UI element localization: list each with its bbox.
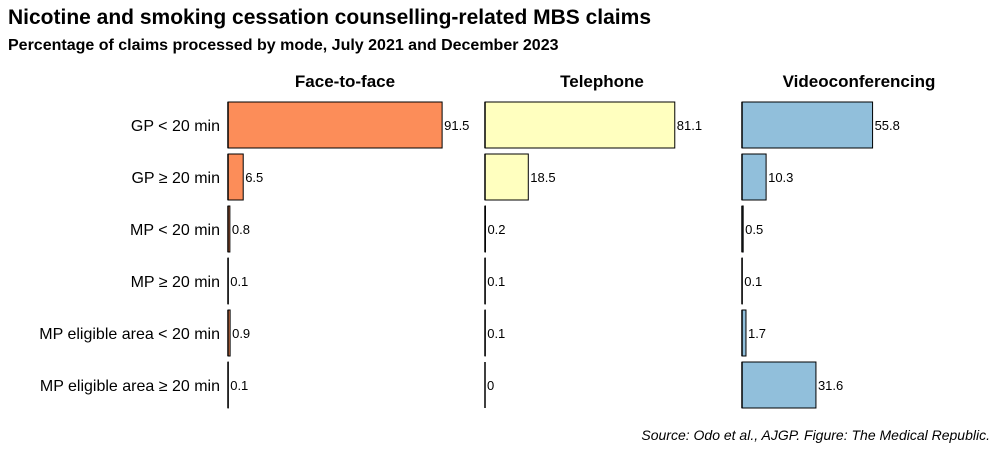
bar-videoconferencing-gp-gte-20-min [741, 153, 767, 201]
data-label-videoconferencing-mp-lt-20-min: 0.5 [745, 222, 763, 237]
bar-telephone-gp-lt-20-min [484, 101, 676, 149]
category-label-mp-gte-20-min: MP ≥ 20 min [131, 274, 220, 291]
data-label-face-to-face-mp-lt-20-min: 0.8 [232, 222, 250, 237]
bar-telephone-gp-gte-20-min [484, 153, 529, 201]
data-label-telephone-mp-eligible-area-lt-20-min: 0.1 [487, 326, 505, 341]
source-note: Source: Odo et al., AJGP. Figure: The Me… [641, 427, 990, 443]
facet-header-telephone: Telephone [560, 72, 644, 91]
facet-header-videoconferencing: Videoconferencing [783, 72, 936, 91]
data-label-videoconferencing-mp-gte-20-min: 0.1 [744, 274, 762, 289]
category-label-mp-eligible-area-lt-20-min: MP eligible area < 20 min [39, 326, 220, 343]
data-label-face-to-face-gp-gte-20-min: 6.5 [245, 170, 263, 185]
data-label-telephone-mp-gte-20-min: 0.1 [487, 274, 505, 289]
bar-face-to-face-gp-lt-20-min [227, 101, 443, 149]
bar-videoconferencing-mp-eligible-area-gte-20-min [741, 361, 817, 409]
data-label-telephone-gp-lt-20-min: 81.1 [677, 118, 702, 133]
data-label-face-to-face-mp-gte-20-min: 0.1 [230, 274, 248, 289]
data-label-telephone-mp-eligible-area-gte-20-min: 0 [487, 378, 494, 393]
chart-title: Nicotine and smoking cessation counselli… [8, 6, 651, 29]
data-label-videoconferencing-gp-gte-20-min: 10.3 [768, 170, 793, 185]
data-label-videoconferencing-gp-lt-20-min: 55.8 [875, 118, 900, 133]
data-label-videoconferencing-mp-eligible-area-gte-20-min: 31.6 [818, 378, 843, 393]
category-label-mp-eligible-area-gte-20-min: MP eligible area ≥ 20 min [40, 378, 220, 395]
category-label-mp-lt-20-min: MP < 20 min [130, 222, 220, 239]
data-label-face-to-face-gp-lt-20-min: 91.5 [444, 118, 469, 133]
chart-subtitle: Percentage of claims processed by mode, … [8, 37, 559, 54]
bar-videoconferencing-gp-lt-20-min [741, 101, 874, 149]
data-label-telephone-gp-gte-20-min: 18.5 [530, 170, 555, 185]
data-label-face-to-face-mp-eligible-area-gte-20-min: 0.1 [230, 378, 248, 393]
data-label-face-to-face-mp-eligible-area-lt-20-min: 0.9 [232, 326, 250, 341]
facet-header-face-to-face: Face-to-face [295, 72, 395, 91]
category-label-gp-lt-20-min: GP < 20 min [131, 118, 220, 135]
category-label-gp-gte-20-min: GP ≥ 20 min [131, 170, 220, 187]
data-label-videoconferencing-mp-eligible-area-lt-20-min: 1.7 [748, 326, 766, 341]
bar-face-to-face-gp-gte-20-min [227, 153, 244, 201]
data-label-telephone-mp-lt-20-min: 0.2 [487, 222, 505, 237]
